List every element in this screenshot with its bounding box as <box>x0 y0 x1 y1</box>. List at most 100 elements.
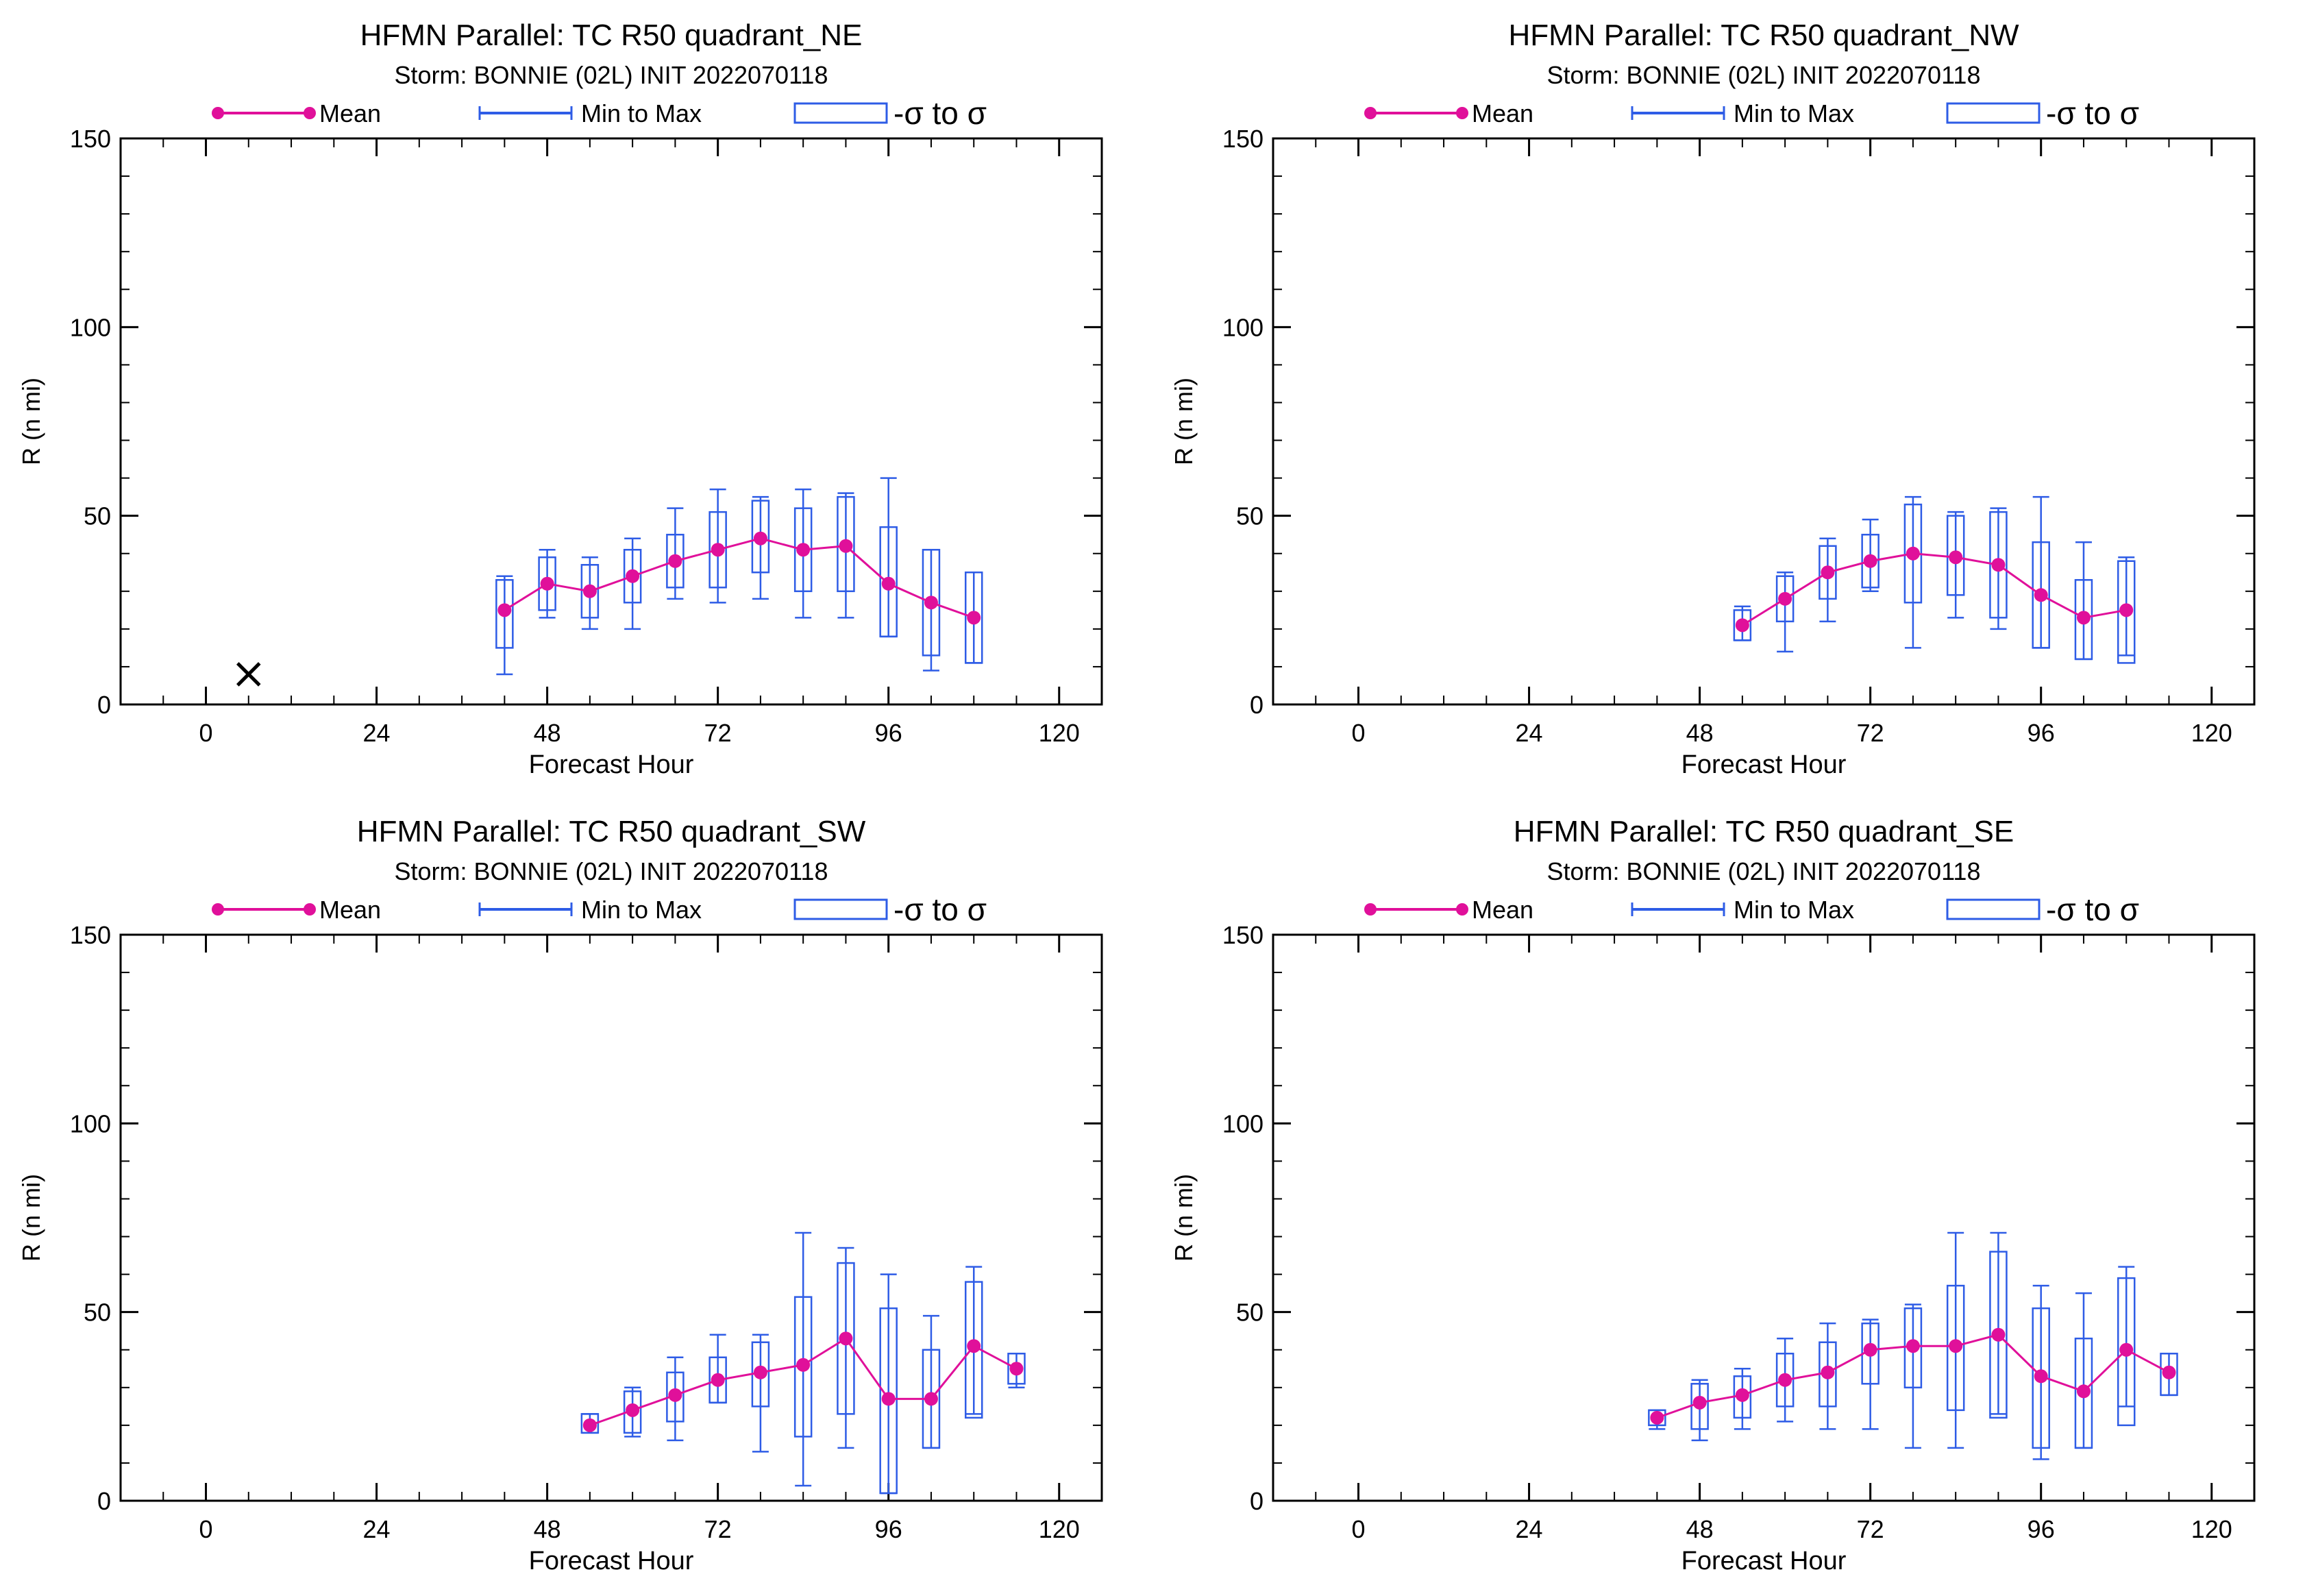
sigma-box <box>1775 575 1795 623</box>
y-tick-label: 100 <box>70 313 111 341</box>
y-axis-label: R (n mi) <box>17 378 45 465</box>
legend-range-label: Min to Max <box>1734 99 1854 127</box>
legend-range-label: Min to Max <box>581 896 702 924</box>
legend-mean-label: Mean <box>1472 896 1533 924</box>
mean-point <box>1991 558 2006 572</box>
legend-sigma-box <box>793 898 888 920</box>
chart-title: HFMN Parallel: TC R50 quadrant_SW <box>357 815 866 848</box>
observed-x-marker <box>236 662 261 687</box>
x-tick-label: 96 <box>2027 1515 2055 1543</box>
x-axis-label: Forecast Hour <box>1681 1547 1847 1575</box>
mean-point <box>711 543 725 557</box>
y-tick-label: 100 <box>70 1109 111 1138</box>
sigma-box <box>538 556 556 611</box>
mean-line <box>1742 552 2127 626</box>
x-tick-label: 0 <box>1352 1515 1366 1543</box>
forecast-box-group <box>1946 511 1965 619</box>
forecast-box-group <box>2074 541 2093 661</box>
sigma-box <box>1861 533 1879 589</box>
forecast-box-group <box>751 1334 770 1453</box>
x-tick-label: 96 <box>2027 719 2055 747</box>
sigma-box <box>1733 609 1752 641</box>
x-tick-label: 48 <box>1686 719 1714 747</box>
forecast-box-group <box>1989 1231 2008 1419</box>
y-axis-label: R (n mi) <box>17 1174 45 1262</box>
legend-range-label: Min to Max <box>581 99 702 127</box>
forecast-box-group <box>623 537 642 630</box>
forecast-box-group <box>2032 495 2050 649</box>
sigma-box <box>623 548 642 604</box>
forecast-box-group <box>879 477 898 638</box>
x-tick-label: 72 <box>704 719 732 747</box>
sigma-box <box>495 579 514 649</box>
sigma-box <box>580 564 600 619</box>
x-tick-label: 24 <box>363 719 391 747</box>
y-tick-label: 50 <box>84 1299 111 1327</box>
y-tick-label: 50 <box>1236 502 1264 530</box>
x-tick-label: 72 <box>1857 1515 1884 1543</box>
legend-mean-marker <box>304 107 316 119</box>
plot-frame <box>1272 933 2256 1502</box>
forecast-box-group <box>708 1334 727 1404</box>
mean-point <box>1863 1342 1877 1357</box>
mean-point <box>582 584 597 598</box>
forecast-box-group <box>837 492 855 619</box>
forecast-box-group <box>751 495 770 600</box>
x-tick-label: 0 <box>199 719 213 747</box>
sigma-box <box>879 526 898 638</box>
mean-point <box>582 1418 597 1432</box>
sigma-box <box>2032 541 2050 649</box>
sigma-box <box>1819 545 1837 600</box>
legend-range-label: Min to Max <box>1734 896 1854 924</box>
legend-sigma-label: -σ to σ <box>2046 892 2139 927</box>
y-axis-label: R (n mi) <box>1170 1174 1198 1262</box>
mean-point <box>1735 1388 1749 1402</box>
legend-mean-marker <box>212 107 224 119</box>
forecast-box-group <box>666 507 685 600</box>
legend-mean-marker <box>1456 107 1468 119</box>
forecast-box-group <box>1861 1318 1879 1430</box>
mean-point <box>924 1392 938 1406</box>
mean-point <box>2119 603 2134 617</box>
sigma-box <box>666 533 685 589</box>
y-tick-label: 50 <box>1236 1299 1264 1327</box>
x-tick-label: 48 <box>1686 1515 1714 1543</box>
chart-title: HFMN Parallel: TC R50 quadrant_SE <box>1514 815 2014 848</box>
x-axis-label: Forecast Hour <box>529 1547 694 1575</box>
x-tick-label: 120 <box>2191 719 2232 747</box>
legend-sigma-label: -σ to σ <box>893 892 987 927</box>
x-tick-label: 24 <box>363 1515 391 1543</box>
legend-mean-marker <box>1456 903 1468 916</box>
mean-point <box>1906 1339 1920 1353</box>
x-tick-label: 120 <box>1039 1515 1080 1543</box>
legend-mean-label: Mean <box>319 896 381 924</box>
y-axis-label: R (n mi) <box>1170 378 1198 465</box>
legend-sigma-box <box>1946 102 2041 124</box>
forecast-box-group <box>837 1247 855 1449</box>
mean-point <box>1949 550 1963 565</box>
x-tick-label: 120 <box>2191 1515 2232 1543</box>
x-tick-label: 48 <box>534 719 561 747</box>
legend-sigma-label: -σ to σ <box>893 95 987 131</box>
mean-point <box>1009 1362 1024 1376</box>
forecast-box-group <box>879 1273 898 1495</box>
legend-mean-label: Mean <box>1472 99 1533 127</box>
mean-point <box>1692 1395 1707 1410</box>
legend: Mean Min to Max -σ to σ <box>212 95 987 131</box>
mean-point <box>839 1331 853 1346</box>
sigma-box <box>922 548 941 656</box>
y-tick-label: 150 <box>70 921 111 949</box>
mean-point <box>753 531 767 545</box>
sigma-box <box>751 500 770 574</box>
panel-4: HFMN Parallel: TC R50 quadrant_SE Storm: … <box>1170 815 2256 1575</box>
sigma-box <box>964 572 983 664</box>
mean-point <box>1778 1373 1792 1387</box>
y-tick-label: 0 <box>1250 1487 1264 1515</box>
sigma-box <box>1775 1352 1795 1408</box>
panel-2: HFMN Parallel: TC R50 quadrant_NW Storm: … <box>1170 19 2256 779</box>
forecast-box-group <box>2117 1266 2136 1427</box>
chart-subtitle: Storm: BONNIE (02L) INIT 2022070118 <box>1547 61 1981 89</box>
chart-title: HFMN Parallel: TC R50 quadrant_NE <box>360 19 863 52</box>
chart-subtitle: Storm: BONNIE (02L) INIT 2022070118 <box>395 857 828 885</box>
x-tick-label: 72 <box>1857 719 1884 747</box>
